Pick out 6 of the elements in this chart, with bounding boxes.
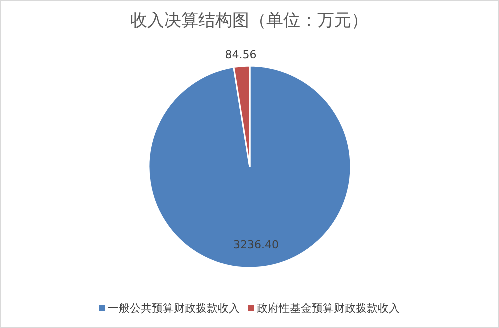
pie-slice — [148, 65, 352, 269]
chart-title: 收入决算结构图（单位：万元） — [130, 11, 368, 31]
legend-label: 政府性基金预算财政拨款收入 — [257, 302, 400, 315]
legend-label: 一般公共预算财政拨款收入 — [108, 302, 240, 315]
data-label: 84.56 — [225, 48, 257, 62]
data-label: 3236.40 — [233, 238, 279, 252]
